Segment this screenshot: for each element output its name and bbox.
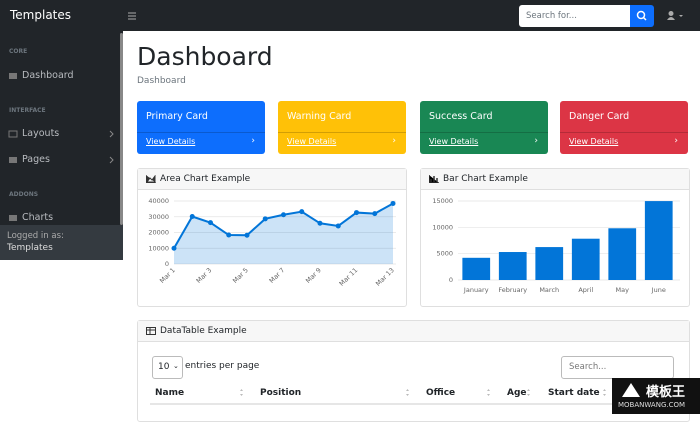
panel-title: Area Chart Example <box>160 174 251 184</box>
sidebar: CORE Dashboard INTERFACE Layouts Pages A… <box>0 31 123 260</box>
section-heading: INTERFACE <box>9 107 46 114</box>
nav-item[interactable]: Dashboard <box>22 70 74 81</box>
point <box>262 216 268 222</box>
x-tick-label: May <box>616 286 630 294</box>
y-tick-label: 10000 <box>432 223 453 231</box>
page-size: 10 <box>158 362 170 372</box>
area-fill <box>174 203 393 264</box>
x-tick-label: Mar 13 <box>374 266 396 288</box>
column-header[interactable]: Position <box>260 388 302 398</box>
y-tick-label: 0 <box>449 276 453 284</box>
page-title: Dashboard <box>137 42 273 71</box>
card-title: Warning Card <box>287 111 352 122</box>
nav-item[interactable]: Charts <box>22 212 54 223</box>
page-size-label: entries per page <box>185 361 260 371</box>
bar <box>498 252 527 280</box>
y-tick-label: 5000 <box>436 250 453 258</box>
y-tick-label: 15000 <box>432 197 453 205</box>
point <box>299 209 305 215</box>
point <box>244 232 250 238</box>
panel-title: Bar Chart Example <box>443 174 528 184</box>
x-tick-label: Mar 3 <box>195 266 214 285</box>
page-size-select[interactable]: 10 ⌄ <box>152 356 183 379</box>
point <box>208 220 213 226</box>
x-tick-label: June <box>651 286 666 294</box>
x-tick-label: Mar 7 <box>268 266 287 285</box>
y-tick-label: 0 <box>165 260 169 268</box>
bar <box>644 201 673 280</box>
point <box>171 245 177 251</box>
search-icon <box>636 10 647 21</box>
footer-label: Logged in as: <box>7 231 64 241</box>
point <box>354 210 359 216</box>
x-tick-label: April <box>578 286 593 294</box>
point <box>189 213 195 219</box>
y-tick-label: 20000 <box>148 229 169 237</box>
watermark: 模板王 MOBANWANG.COM <box>612 378 700 414</box>
x-tick-label: Mar 11 <box>338 266 360 288</box>
panel-title: DataTable Example <box>160 326 247 336</box>
point <box>335 223 341 229</box>
table-search-placeholder: Search... <box>569 362 607 372</box>
navbar: Templates Search for... <box>0 0 700 31</box>
section-heading: CORE <box>9 48 28 55</box>
search-button[interactable] <box>630 5 654 27</box>
column-header[interactable]: Name <box>155 388 185 398</box>
card: Primary Card View Details › <box>137 101 265 154</box>
bar <box>462 257 491 280</box>
nav-item[interactable]: Pages <box>22 154 50 165</box>
column-header[interactable]: Office <box>426 388 456 398</box>
x-tick-label: February <box>498 286 527 294</box>
bar <box>571 238 600 280</box>
card-link[interactable]: View Details <box>429 137 479 146</box>
point <box>390 200 396 206</box>
x-tick-label: Mar 9 <box>304 266 323 285</box>
scrollbar <box>120 33 123 225</box>
card-title: Primary Card <box>146 111 208 122</box>
area-chart-panel: Area Chart Example <box>137 168 407 307</box>
column-header[interactable]: Age <box>507 388 527 398</box>
bar <box>608 228 637 280</box>
point <box>317 220 323 226</box>
card-link[interactable]: View Details <box>569 137 619 146</box>
y-tick-label: 10000 <box>148 244 169 252</box>
nav-item[interactable]: Layouts <box>22 128 60 139</box>
sidebar-icons <box>8 73 114 221</box>
sidebar-footer: Logged in as: Templates <box>0 225 123 260</box>
brand[interactable]: Templates <box>10 8 72 22</box>
card-link[interactable]: View Details <box>146 137 196 146</box>
bar <box>535 247 564 280</box>
card-link[interactable]: View Details <box>287 137 337 146</box>
section-heading: ADDONS <box>9 191 39 198</box>
point <box>226 232 232 238</box>
search-input[interactable]: Search for... <box>519 5 630 27</box>
user-menu[interactable] <box>666 10 686 22</box>
x-tick-label: January <box>463 286 489 294</box>
card: Danger Card View Details › <box>560 101 688 154</box>
point <box>372 211 378 217</box>
search-placeholder: Search for... <box>526 11 577 21</box>
watermark-brand: 模板王 <box>646 385 686 400</box>
column-header[interactable]: Start date <box>548 388 600 398</box>
point <box>281 212 286 218</box>
y-tick-label: 40000 <box>148 197 169 205</box>
card-title: Danger Card <box>569 111 630 122</box>
breadcrumb: Dashboard <box>137 76 186 86</box>
x-tick-label: March <box>539 286 559 294</box>
card-title: Success Card <box>429 111 493 122</box>
x-tick-label: Mar 1 <box>158 266 177 285</box>
sort-icons <box>150 389 612 405</box>
x-tick-label: Mar 5 <box>231 266 250 285</box>
footer-user: Templates <box>7 243 53 253</box>
y-tick-label: 30000 <box>148 213 169 221</box>
card: Success Card View Details › <box>420 101 548 154</box>
card: Warning Card View Details › <box>278 101 406 154</box>
watermark-url: MOBANWANG.COM <box>618 401 686 409</box>
menu-toggle[interactable] <box>128 12 136 20</box>
